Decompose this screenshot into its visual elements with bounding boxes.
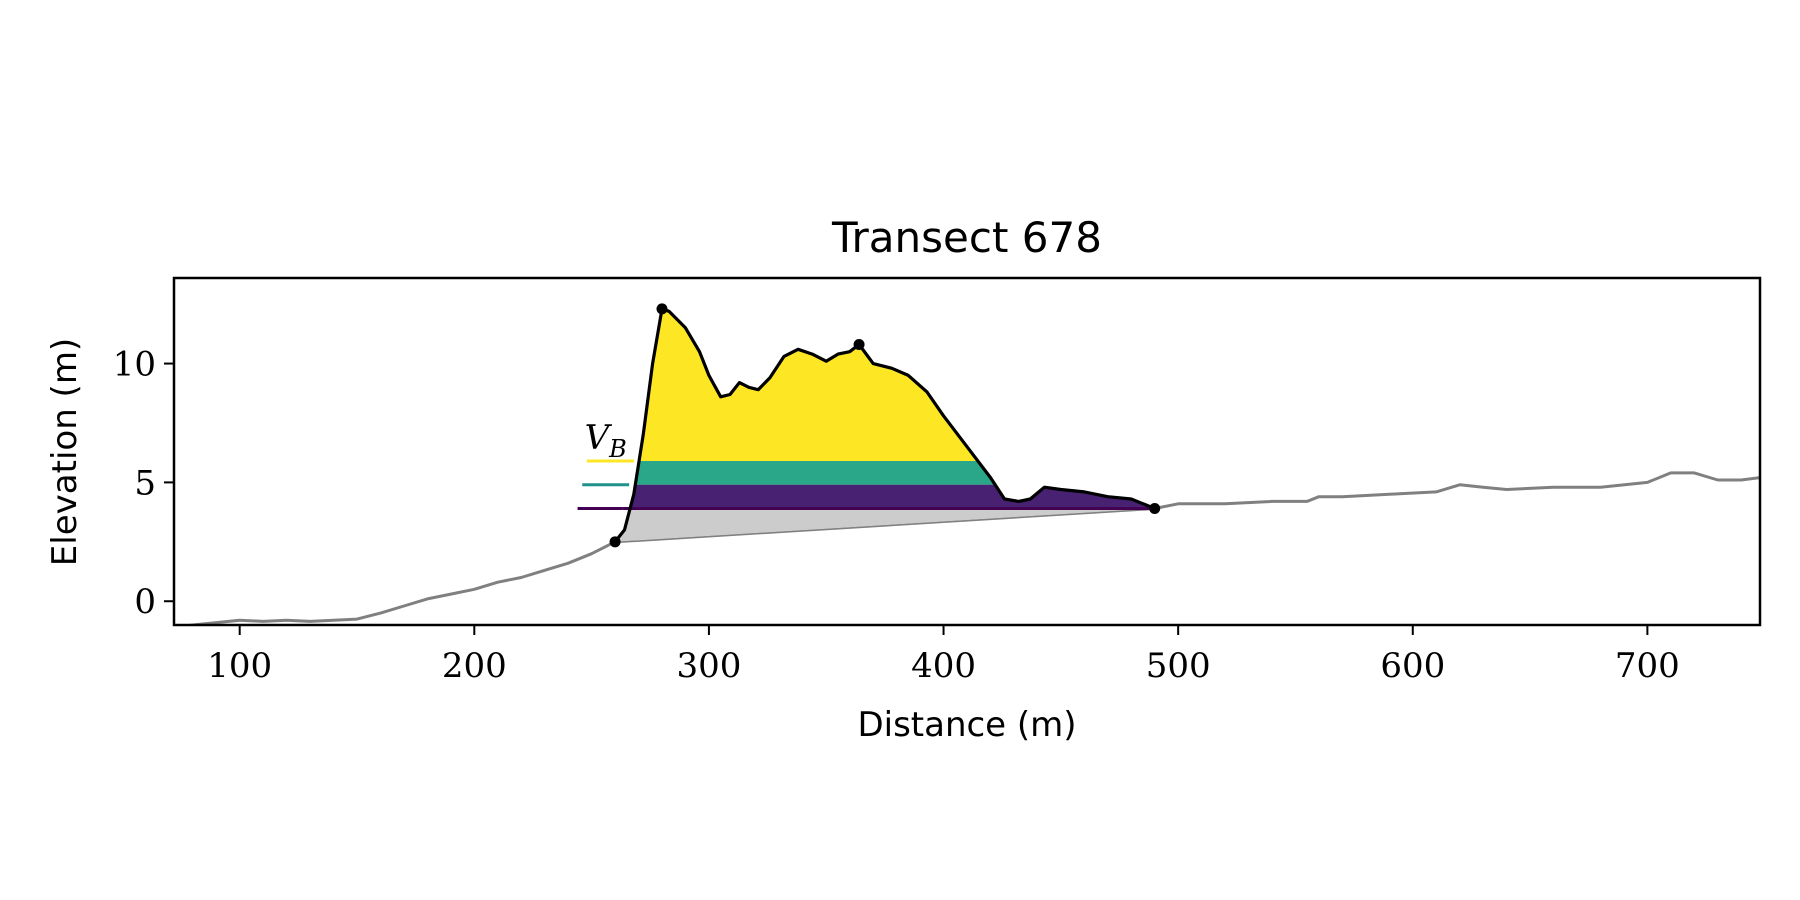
y-tick-label-0: 0 [134,582,156,622]
key-point-3 [853,339,865,351]
plot-area [180,303,1760,625]
x-tick-label-100: 100 [207,646,272,686]
key-point-4 [1149,503,1161,515]
x-tick-label-600: 600 [1380,646,1445,686]
y-axis-label: Elevation (m) [45,338,85,566]
key-point-1 [609,536,621,548]
x-tick-label-200: 200 [442,646,507,686]
axis-ticks: 100 200 300 400 500 600 700 0 5 10 [113,345,1680,686]
band-teal [615,461,1155,485]
y-tick-label-10: 10 [113,345,156,385]
volume-label: VB [585,418,627,463]
y-tick-label-5: 5 [134,463,156,503]
annotations: VB [585,418,627,463]
x-tick-label-500: 500 [1146,646,1211,686]
x-tick-label-400: 400 [911,646,976,686]
chart-title: Transect 678 [831,213,1102,262]
key-point-2 [656,303,668,315]
x-axis-label: Distance (m) [857,705,1076,745]
x-tick-label-700: 700 [1615,646,1680,686]
profile-line [180,471,1760,625]
x-tick-label-300: 300 [676,646,741,686]
dune-bands [615,308,1155,542]
plot-frame [172,276,1762,627]
dune-outline [613,307,1156,543]
band-yellow [615,308,1155,462]
